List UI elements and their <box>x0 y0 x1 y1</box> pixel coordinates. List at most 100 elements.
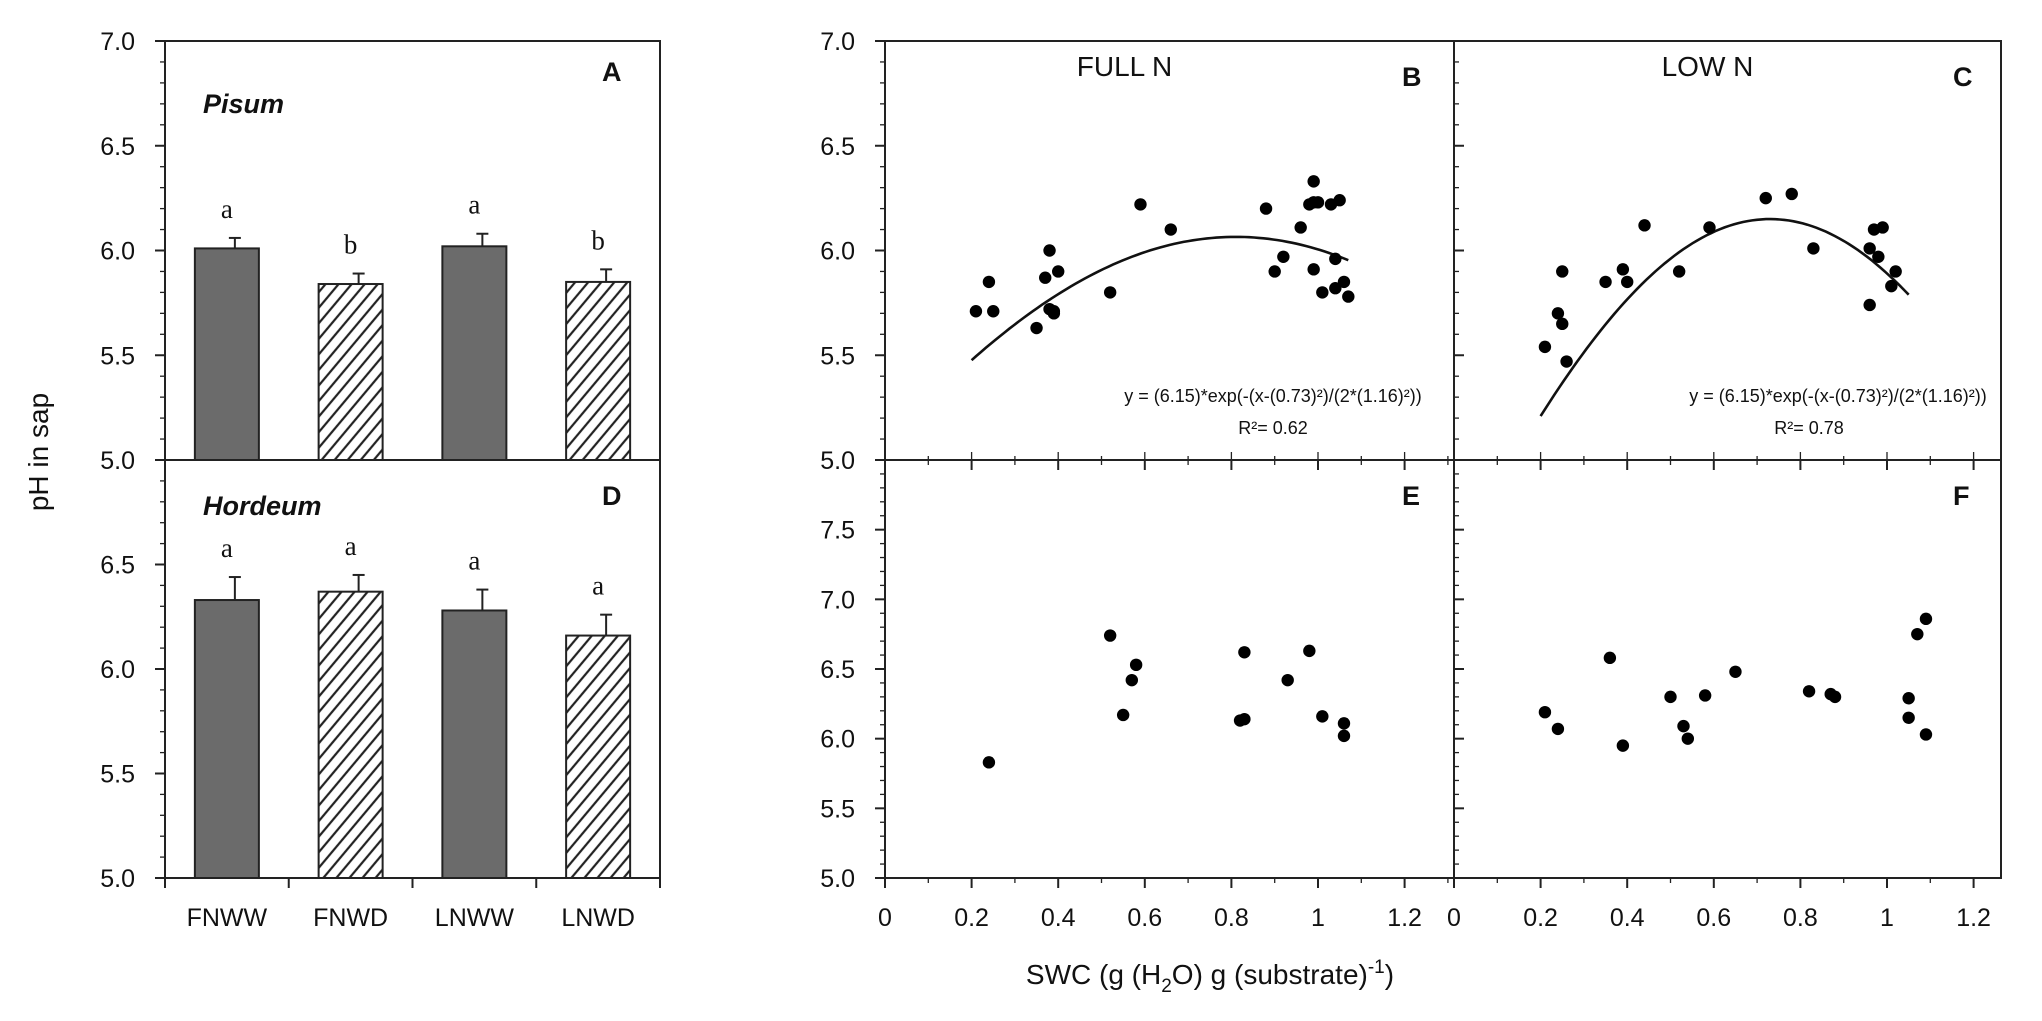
data-point <box>1603 651 1617 665</box>
data-point <box>1238 712 1251 726</box>
panel-E: 5.0 5.5 6.0 6.5 7.0 7.5 0 0.2 0.4 0.6 0.8 1 1.2 E <box>820 459 1455 932</box>
x-tick-label: 0.4 <box>1041 904 1076 932</box>
data-point <box>1551 722 1565 736</box>
x-tick-label: 0.2 <box>1523 904 1558 932</box>
bar <box>317 590 384 879</box>
data-point <box>1556 265 1569 278</box>
data-point <box>1902 711 1915 724</box>
data-point <box>1303 644 1316 658</box>
x-tick-label: 0.8 <box>1214 904 1249 932</box>
y-tick-label: 5.0 <box>100 447 135 475</box>
equation-label: y = (6.15)*exp(-(x-(0.73)²)/(2*(1.16)²)) <box>1689 386 1987 406</box>
bar <box>441 245 508 461</box>
data-point <box>1268 265 1281 278</box>
panel-D: 5.0 5.5 6.0 6.5 a FNWW a FNWD a LNWW a LNWD Hordeum D <box>100 459 661 932</box>
x-tick-label: 0.6 <box>1127 904 1162 932</box>
significance-letter: b <box>344 230 358 260</box>
data-point <box>1134 198 1147 211</box>
x-tick-label: 0 <box>878 904 892 932</box>
y-tick-label: 5.5 <box>820 342 855 370</box>
data-point <box>1047 307 1061 320</box>
panel-letter: A <box>602 57 622 87</box>
panel-A: 5.0 5.5 6.0 6.5 7.0 a b a b Pisum A <box>100 28 661 475</box>
data-point <box>1616 263 1630 276</box>
data-point <box>1277 250 1290 263</box>
significance-letter: a <box>221 194 233 224</box>
y-tick-label: 5.5 <box>100 342 135 370</box>
x-tick-label: LNWD <box>561 904 635 932</box>
panel-letter: C <box>1953 62 1973 92</box>
data-point <box>1677 719 1690 733</box>
x-tick-label: FNWD <box>313 904 388 932</box>
condition-title: LOW N <box>1662 51 1754 82</box>
y-tick-label: 5.0 <box>100 865 135 893</box>
data-point <box>1551 307 1565 320</box>
data-point <box>1329 282 1342 295</box>
y-tick-label: 6.0 <box>100 238 135 266</box>
panel-F: 0 0.2 0.4 0.6 0.8 1 1.2 F <box>1447 459 2002 932</box>
bar <box>565 280 632 461</box>
data-point <box>1698 689 1712 702</box>
x-tick-label: 1 <box>1880 904 1894 932</box>
significance-letter: a <box>468 546 480 576</box>
panel-frame <box>884 459 1455 879</box>
data-point <box>1337 729 1351 743</box>
data-point <box>1759 191 1772 205</box>
data-point <box>1807 242 1820 255</box>
data-point <box>1703 221 1716 234</box>
panel-letter: B <box>1402 62 1422 92</box>
condition-title: FULL N <box>1077 51 1172 82</box>
data-point <box>1342 290 1355 303</box>
bar <box>441 609 508 879</box>
species-label: Hordeum <box>203 491 322 521</box>
significance-letter: a <box>345 531 357 561</box>
data-point <box>1238 646 1251 659</box>
data-point <box>1129 658 1143 672</box>
equation-label: y = (6.15)*exp(-(x-(0.73)²)/(2*(1.16)²)) <box>1124 386 1422 406</box>
data-point <box>1164 223 1177 236</box>
data-point <box>1125 673 1139 687</box>
data-point <box>982 756 996 769</box>
bar <box>317 283 384 461</box>
data-point <box>1863 298 1876 312</box>
r-squared-label: R²= 0.78 <box>1774 418 1844 438</box>
data-point <box>1538 340 1552 354</box>
data-point <box>1307 175 1320 188</box>
data-point <box>1281 673 1294 687</box>
y-tick-label: 6.5 <box>100 133 135 161</box>
significance-letter: a <box>221 533 233 563</box>
data-point <box>1311 196 1325 209</box>
y-tick-label: 7.5 <box>820 517 855 545</box>
x-tick-label: 0.2 <box>954 904 989 932</box>
data-point <box>1560 355 1573 368</box>
data-point <box>969 305 983 318</box>
data-point <box>1621 275 1634 289</box>
data-point <box>1337 717 1351 730</box>
y-tick-label: 6.5 <box>100 552 135 580</box>
y-tick-label: 5.0 <box>820 865 855 893</box>
x-tick-label: 0.6 <box>1696 904 1731 932</box>
x-axis-label-superscript: -1 <box>1368 957 1385 978</box>
x-tick-label: 1.2 <box>1956 904 1991 932</box>
data-point <box>1876 221 1889 234</box>
species-label: Pisum <box>203 89 284 119</box>
x-tick-label: 1.2 <box>1387 904 1422 932</box>
data-point <box>1103 286 1117 299</box>
y-tick-label: 6.0 <box>100 656 135 684</box>
panels: 5.0 5.5 6.0 6.5 7.0 a b a b Pisum A 5.0 5.5 6.0 6.5 a FN… <box>100 28 2002 932</box>
data-point <box>1030 321 1043 335</box>
x-axis-label-part: O) g (substrate) <box>1172 959 1368 990</box>
data-point <box>1307 263 1320 276</box>
y-tick-label: 5.0 <box>820 447 855 475</box>
data-point <box>1043 244 1056 257</box>
y-tick-label: 5.5 <box>820 795 855 823</box>
data-point <box>1316 710 1329 723</box>
data-point <box>1599 275 1612 289</box>
data-point <box>1333 194 1346 207</box>
significance-letter: a <box>592 571 604 601</box>
y-tick-label: 6.5 <box>820 133 855 161</box>
panel-B: 5.0 5.5 6.0 6.5 7.0 FULL N y = (6.15)*exp(-(x-… <box>820 28 1455 475</box>
data-point <box>1872 250 1885 263</box>
y-tick-label: 5.5 <box>100 761 135 789</box>
x-tick-label: 0.8 <box>1783 904 1818 932</box>
